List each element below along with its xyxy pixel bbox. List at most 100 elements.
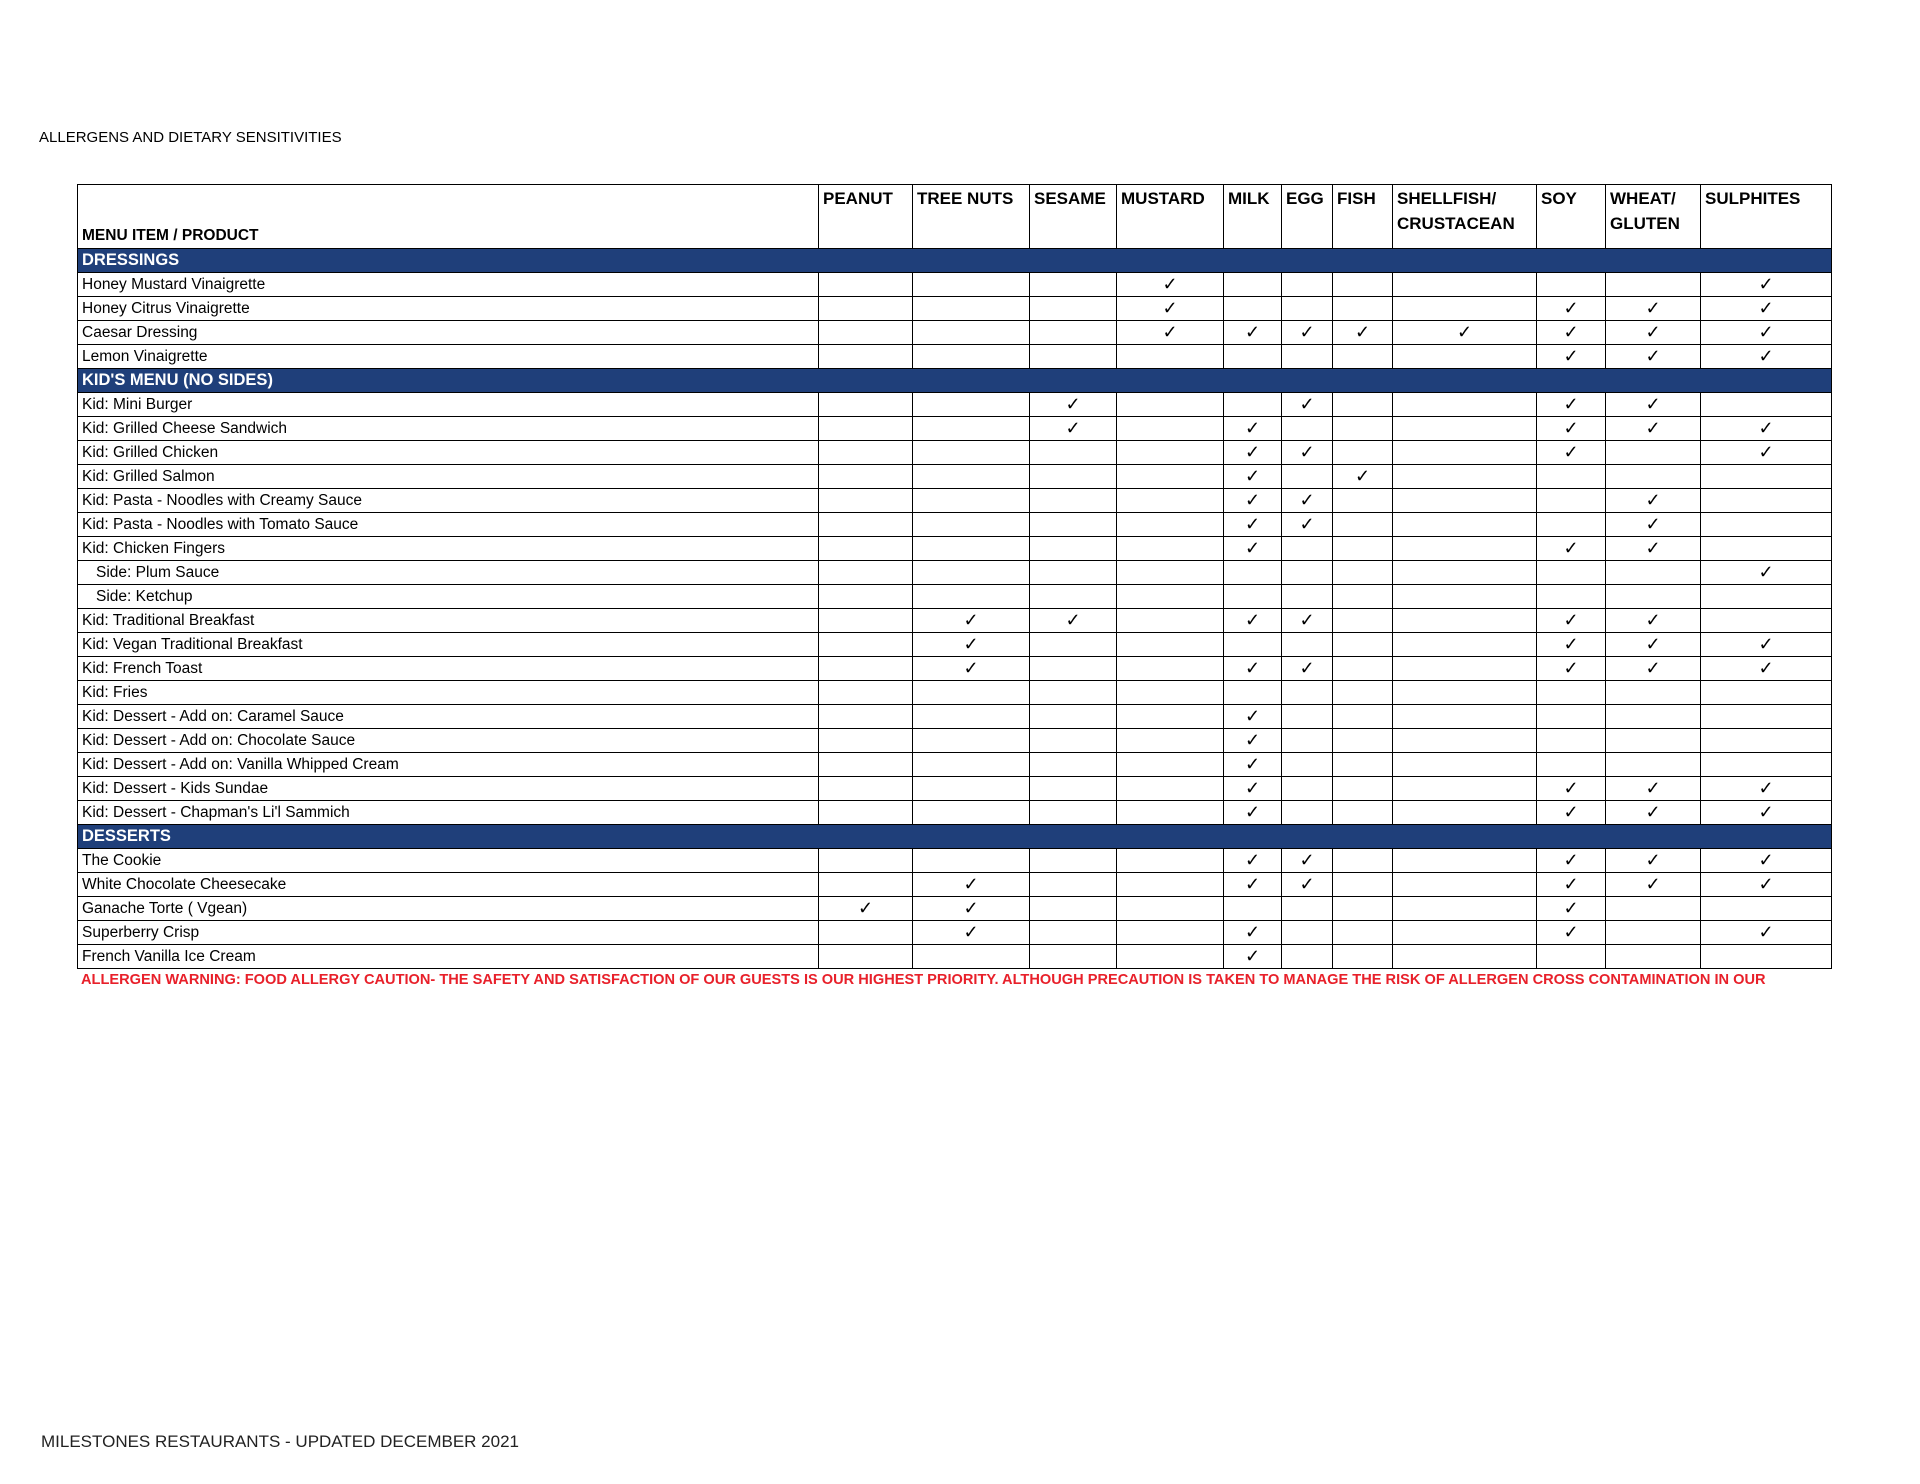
check-cell bbox=[1392, 776, 1537, 801]
check-cell: ✓ bbox=[1223, 776, 1282, 801]
check-cell bbox=[1605, 704, 1701, 729]
check-cell bbox=[1536, 584, 1606, 609]
check-cell bbox=[818, 296, 913, 321]
check-cell bbox=[1332, 776, 1393, 801]
check-cell bbox=[818, 752, 913, 777]
check-cell: ✓ bbox=[1536, 656, 1606, 681]
check-cell bbox=[1332, 944, 1393, 969]
check-cell bbox=[1116, 752, 1224, 777]
check-cell bbox=[818, 392, 913, 417]
check-cell: ✓ bbox=[1605, 416, 1701, 441]
check-cell bbox=[1605, 680, 1701, 705]
check-cell bbox=[1536, 752, 1606, 777]
menu-item: Ganache Torte ( Vgean) bbox=[77, 896, 819, 921]
check-cell: ✓ bbox=[1536, 896, 1606, 921]
check-cell bbox=[1223, 560, 1282, 585]
check-cell bbox=[1281, 680, 1333, 705]
check-cell: ✓ bbox=[1536, 632, 1606, 657]
check-cell bbox=[818, 704, 913, 729]
check-cell bbox=[1223, 632, 1282, 657]
check-cell bbox=[1029, 920, 1117, 945]
check-cell bbox=[1605, 272, 1701, 297]
check-cell bbox=[1332, 440, 1393, 465]
menu-item: Side: Plum Sauce bbox=[77, 560, 819, 585]
check-cell bbox=[1223, 272, 1282, 297]
check-cell bbox=[1029, 656, 1117, 681]
check-cell bbox=[1116, 800, 1224, 825]
check-cell: ✓ bbox=[1605, 320, 1701, 345]
check-cell bbox=[1029, 440, 1117, 465]
menu-item: Caesar Dressing bbox=[77, 320, 819, 345]
check-cell: ✓ bbox=[1536, 776, 1606, 801]
check-cell: ✓ bbox=[1223, 440, 1282, 465]
check-cell bbox=[1605, 944, 1701, 969]
check-cell bbox=[818, 560, 913, 585]
check-cell: ✓ bbox=[912, 608, 1030, 633]
check-cell: ✓ bbox=[1536, 608, 1606, 633]
item-row: Kid: Vegan Traditional Breakfast ✓ ✓ ✓ ✓ bbox=[77, 632, 1832, 657]
check-cell bbox=[912, 296, 1030, 321]
check-cell: ✓ bbox=[1700, 344, 1832, 369]
check-cell bbox=[1392, 608, 1537, 633]
check-cell bbox=[1392, 944, 1537, 969]
check-cell: ✓ bbox=[1281, 608, 1333, 633]
check-cell bbox=[1116, 464, 1224, 489]
check-cell bbox=[818, 536, 913, 561]
check-cell: ✓ bbox=[1536, 416, 1606, 441]
menu-item: Kid: Dessert - Chapman's Li'l Sammich bbox=[77, 800, 819, 825]
check-cell bbox=[1332, 848, 1393, 873]
check-cell: ✓ bbox=[1536, 800, 1606, 825]
item-row: Superberry Crisp ✓ ✓ ✓ ✓ bbox=[77, 920, 1832, 945]
menu-item: French Vanilla Ice Cream bbox=[77, 944, 819, 969]
check-cell bbox=[1116, 728, 1224, 753]
check-cell bbox=[1223, 680, 1282, 705]
check-cell bbox=[1392, 440, 1537, 465]
check-cell: ✓ bbox=[1281, 656, 1333, 681]
check-cell bbox=[1700, 752, 1832, 777]
check-cell bbox=[1116, 776, 1224, 801]
check-cell bbox=[1392, 896, 1537, 921]
item-row: The Cookie ✓ ✓ ✓ ✓ ✓ bbox=[77, 848, 1832, 873]
check-cell: ✓ bbox=[1223, 728, 1282, 753]
check-cell bbox=[1281, 344, 1333, 369]
check-cell bbox=[1332, 392, 1393, 417]
menu-item: Kid: Fries bbox=[77, 680, 819, 705]
item-row: Lemon Vinaigrette ✓ ✓ ✓ bbox=[77, 344, 1832, 369]
menu-item: Kid: Dessert - Kids Sundae bbox=[77, 776, 819, 801]
check-cell bbox=[818, 584, 913, 609]
check-cell: ✓ bbox=[1116, 272, 1224, 297]
item-row: Kid: Dessert - Kids Sundae ✓ ✓ ✓ ✓ bbox=[77, 776, 1832, 801]
item-row: Kid: Dessert - Add on: Chocolate Sauce ✓ bbox=[77, 728, 1832, 753]
check-cell bbox=[1223, 392, 1282, 417]
column-header: MUSTARD bbox=[1116, 184, 1224, 249]
check-cell bbox=[1392, 464, 1537, 489]
check-cell bbox=[1536, 680, 1606, 705]
column-header: TREE NUTS bbox=[912, 184, 1030, 249]
check-cell bbox=[1029, 896, 1117, 921]
check-cell bbox=[818, 872, 913, 897]
check-cell bbox=[1029, 800, 1117, 825]
check-cell bbox=[1281, 560, 1333, 585]
check-cell bbox=[1700, 680, 1832, 705]
check-cell: ✓ bbox=[1700, 920, 1832, 945]
check-cell: ✓ bbox=[1700, 800, 1832, 825]
check-cell bbox=[1116, 392, 1224, 417]
check-cell: ✓ bbox=[1536, 848, 1606, 873]
title: ALLERGENS AND DIETARY SENSITIVITIES bbox=[39, 129, 342, 146]
check-cell: ✓ bbox=[1281, 848, 1333, 873]
check-cell bbox=[1029, 488, 1117, 513]
check-cell: ✓ bbox=[1029, 392, 1117, 417]
check-cell bbox=[1281, 704, 1333, 729]
column-header: MILK bbox=[1223, 184, 1282, 249]
check-cell bbox=[1605, 920, 1701, 945]
check-cell bbox=[1392, 488, 1537, 513]
check-cell: ✓ bbox=[1281, 872, 1333, 897]
menu-item: White Chocolate Cheesecake bbox=[77, 872, 819, 897]
column-header: PEANUT bbox=[818, 184, 913, 249]
check-cell: ✓ bbox=[818, 896, 913, 921]
check-cell bbox=[1392, 752, 1537, 777]
check-cell bbox=[1281, 728, 1333, 753]
check-cell: ✓ bbox=[1223, 512, 1282, 537]
footer: MILESTONES RESTAURANTS - UPDATED DECEMBE… bbox=[41, 1432, 519, 1451]
section-row: DESSERTS bbox=[77, 824, 1832, 849]
